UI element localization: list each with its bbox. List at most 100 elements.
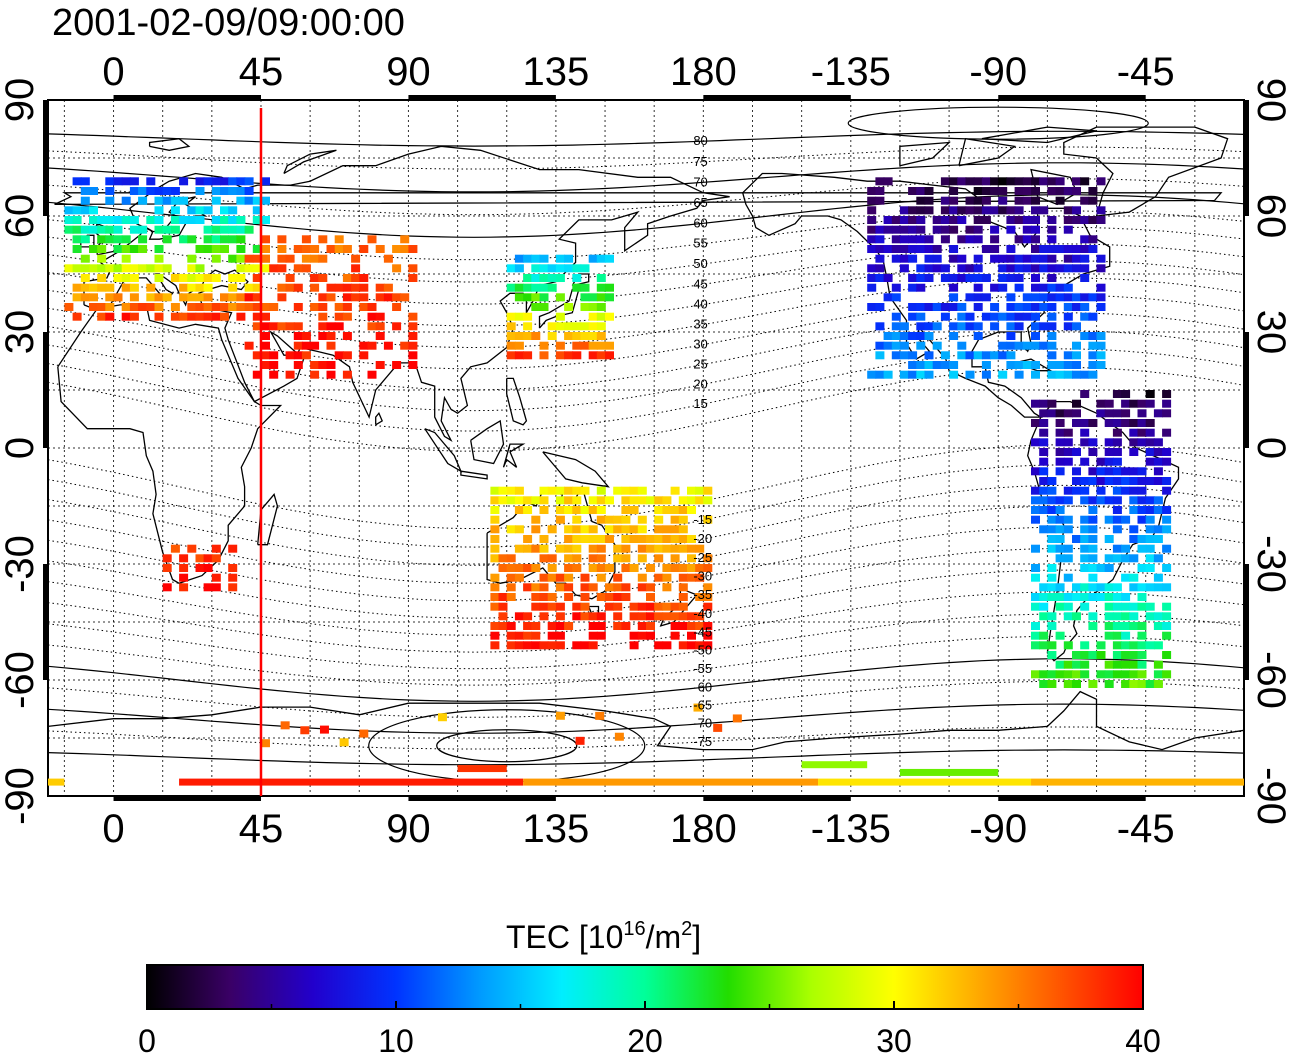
tec-cell [1112,525,1122,534]
tec-cell [1129,477,1139,485]
tec-cell [1088,612,1098,621]
tec-cell [1162,670,1172,679]
tec-cell [319,725,329,734]
tec-cell [113,274,123,282]
tec-cell [1137,496,1147,505]
tec-cell [965,312,975,321]
tec-cell [531,593,541,601]
tec-cell [129,225,139,234]
tec-cell [605,283,614,292]
tec-cell [891,293,901,302]
bottom-lon-tick: 135 [523,807,590,851]
tec-cell [375,361,385,369]
tec-cell [1031,593,1040,601]
tec-cell [1121,399,1131,408]
tec-cell [1121,631,1131,640]
tec-cell [121,235,131,244]
tec-cell [916,274,926,282]
tec-cell [1129,467,1139,476]
tec-cell [1031,399,1040,408]
tec-cell [1031,496,1040,505]
tec-cell [105,177,115,186]
plot-area: 8075706560555045403530252015-15-20-25-30… [43,95,1249,801]
tec-cell [285,274,295,282]
tec-cell [678,506,688,514]
tec-cell [539,486,549,495]
tec-cell [293,361,303,369]
tec-cell [646,564,655,572]
tec-data-cells [48,177,1244,786]
tec-cell [1104,583,1114,592]
tec-cell [932,216,942,224]
tec-cell [523,283,533,292]
tec-cell [1063,351,1073,360]
tec-cell [187,235,197,244]
tec-cell [146,303,156,311]
tec-cell [1137,631,1147,640]
tec-cell [400,235,410,244]
tec-cell [908,312,918,321]
mlat-label: 30 [693,337,707,352]
tec-cell [596,593,606,601]
tec-cell [908,187,918,195]
tec-cell [203,245,213,253]
tec-cell [547,283,557,292]
tec-cell [170,274,180,282]
colorbar: TEC [1016/m2] 0 10 20 30 40 [138,918,1161,1057]
tec-cell [269,264,279,273]
tec-cell [605,293,614,302]
tec-cell [154,312,164,321]
tec-cell [637,525,647,534]
tec-cell [957,351,967,360]
mlat-label: 80 [693,133,707,148]
tec-cell [154,206,164,215]
tec-cell [547,602,557,611]
tec-cell [244,225,254,234]
tec-cell [89,245,98,253]
tec-cell [220,225,229,234]
tec-cell [564,506,574,514]
tec-cell [687,622,696,630]
tec-cell [908,206,918,215]
tec-cell [1047,274,1057,282]
tec-cell [875,264,885,273]
tec-cell [875,322,885,331]
tec-cell [1096,399,1106,408]
tec-cell [359,293,369,302]
tec-cell [154,274,164,282]
tec-cell [555,312,565,321]
tec-cell [899,370,909,379]
tec-cell [1047,564,1057,572]
tec-cell [1145,419,1155,427]
tec-cell [949,245,959,253]
right-lat-tick: 90 [1249,78,1292,123]
tec-cell [105,312,115,321]
tec-cell [1112,602,1122,611]
tec-cell [1153,525,1163,534]
tec-cell [1080,293,1090,302]
tec-cell [1039,477,1049,485]
tec-cell [261,303,270,311]
tec-cell [572,332,582,340]
tec-cell [252,274,262,282]
top-lon-tick: 90 [386,50,431,94]
tec-cell [605,341,614,350]
tec-cell [203,583,213,592]
tec-cell [1080,457,1090,466]
tec-cell [580,506,590,514]
tec-cell [621,525,631,534]
tec-cell [932,361,942,369]
tec-cell [1063,370,1073,379]
tec-cell [973,196,983,205]
tec-cell [547,573,557,582]
tec-cell [1080,303,1090,311]
tec-cell [908,303,918,311]
tec-cell [572,341,582,350]
tec-cell [539,544,549,553]
tec-cell [695,544,705,553]
tec-cell [605,496,614,505]
tec-cell [613,612,623,621]
tec-cell [1112,486,1122,495]
tec-cell [1039,448,1049,456]
tec-cell [1039,322,1049,331]
